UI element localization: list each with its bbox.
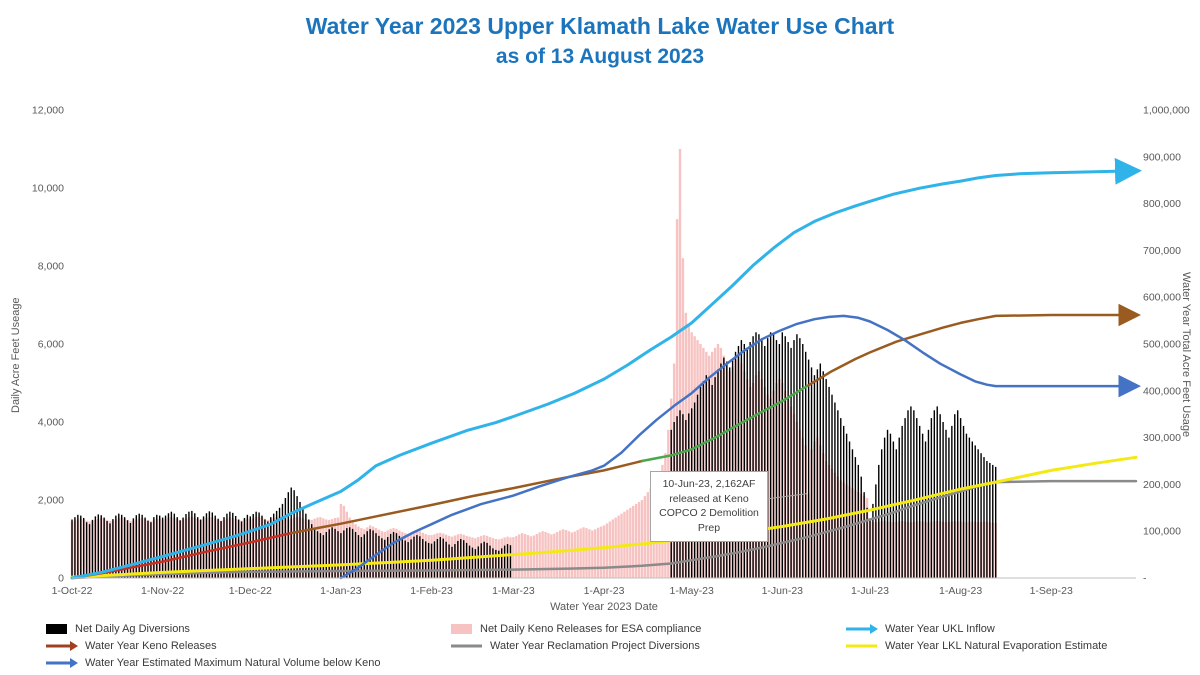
legend-label: Water Year Estimated Maximum Natural Vol… (85, 657, 381, 669)
x-tick-label: 1-Jan-23 (320, 585, 362, 597)
legend-item-reclamation-diversions: Water Year Reclamation Project Diversion… (450, 640, 845, 652)
x-tick-label: 1-Feb-23 (410, 585, 453, 597)
y-right-tick-label: 800,000 (1143, 198, 1181, 210)
y-right-tick-label: 1,000,000 (1143, 105, 1190, 117)
annotation-line1: 10-Jun-23, 2,162AF (662, 478, 756, 490)
chart-title: Water Year 2023 Upper Klamath Lake Water… (0, 12, 1200, 71)
y-right-axis-title: Water Year Total Acre Feet Usage (1180, 272, 1192, 438)
x-tick-label: 1-Jul-23 (851, 585, 889, 597)
legend-item-keno-releases: Water Year Keno Releases (45, 640, 450, 652)
y-left-tick-label: 10,000 (32, 183, 64, 195)
y-right-tick-label: 600,000 (1143, 292, 1181, 304)
line-water-year-reclamation-project-diversions (70, 479, 1138, 580)
y-right-tick-label: - (1143, 573, 1147, 585)
legend-label: Water Year LKL Natural Evaporation Estim… (885, 640, 1108, 652)
lkl-evaporation-line-swatch-icon (845, 640, 879, 652)
y-left-tick-label: 6,000 (38, 339, 64, 351)
legend-label: Water Year UKL Inflow (885, 623, 995, 635)
ag-diversions-bar-swatch-icon (45, 623, 69, 635)
x-tick-label: 1-Oct-22 (52, 585, 93, 597)
legend-label: Net Daily Ag Diversions (75, 623, 190, 635)
plot-area: 1-Oct-22 1-Nov-22 1-Dec-22 1-Jan-23 1-Feb-23… (32, 105, 1190, 598)
y-right-tick-label: 500,000 (1143, 339, 1181, 351)
y-left-tick-label: 0 (58, 573, 64, 585)
y-right-tick-label: 300,000 (1143, 432, 1181, 444)
legend-label: Net Daily Keno Releases for ESA complian… (480, 623, 702, 635)
annotation-leader-line (765, 493, 807, 500)
y-right-tick-label: 900,000 (1143, 151, 1181, 163)
legend-item-est-max-natural-volume: Water Year Estimated Maximum Natural Vol… (45, 657, 450, 669)
line-water-year-ukl-inflow (70, 157, 1142, 580)
keno-esa-bar-swatch-icon (450, 623, 474, 635)
ukl-inflow-line-swatch-icon (845, 623, 879, 635)
annotation-callout: 10-Jun-23, 2,162AF released at Keno COPC… (650, 471, 768, 542)
y-left-tick-label: 4,000 (38, 417, 64, 429)
x-tick-label: 1-Apr-23 (584, 585, 625, 597)
annotation-line3: COPCO 2 Demolition Prep (659, 507, 759, 535)
y-right-tick-label: 400,000 (1143, 385, 1181, 397)
legend-item-lkl-evaporation: Water Year LKL Natural Evaporation Estim… (845, 640, 1190, 652)
legend-label: Water Year Reclamation Project Diversion… (490, 640, 700, 652)
legend-item-net-daily-keno-releases-esa: Net Daily Keno Releases for ESA complian… (450, 623, 845, 635)
y-left-tick-label: 2,000 (38, 495, 64, 507)
x-tick-label: 1-Sep-23 (1030, 585, 1073, 597)
annotation-line2: released at Keno (669, 492, 749, 505)
y-right-tick-label: 200,000 (1143, 479, 1181, 491)
y-left-tick-label: 12,000 (32, 105, 64, 117)
chart-title-line1: Water Year 2023 Upper Klamath Lake Water… (305, 13, 895, 39)
x-tick-label: 1-Mar-23 (492, 585, 535, 597)
legend-item-ukl-inflow: Water Year UKL Inflow (845, 623, 1190, 635)
legend-item-net-daily-ag-diversions: Net Daily Ag Diversions (45, 623, 450, 635)
reclamation-diversions-line-swatch-icon (450, 640, 484, 652)
x-tick-label: 1-May-23 (670, 585, 715, 597)
est-max-natural-volume-line-swatch-icon (45, 657, 79, 669)
y-right-tick-label: 100,000 (1143, 526, 1181, 538)
legend-label: Water Year Keno Releases (85, 640, 217, 652)
legend: Net Daily Ag Diversions Net Daily Keno R… (45, 623, 1190, 669)
line-water-year-estimated-maximum-natural-volume-below-keno (339, 314, 1141, 580)
y-right-tick-label: 700,000 (1143, 245, 1181, 257)
x-tick-label: 1-Dec-22 (229, 585, 272, 597)
x-tick-label: 1-Nov-22 (141, 585, 184, 597)
y-left-axis-title: Daily Acre Feet Useage (10, 297, 22, 413)
x-tick-label: 1-Jun-23 (762, 585, 804, 597)
x-axis-title: Water Year 2023 Date (550, 601, 658, 613)
chart-title-line2: as of 13 August 2023 (495, 44, 705, 68)
y-left-tick-label: 8,000 (38, 261, 64, 273)
keno-releases-line-swatch-icon (45, 640, 79, 652)
x-tick-label: 1-Aug-23 (939, 585, 982, 597)
